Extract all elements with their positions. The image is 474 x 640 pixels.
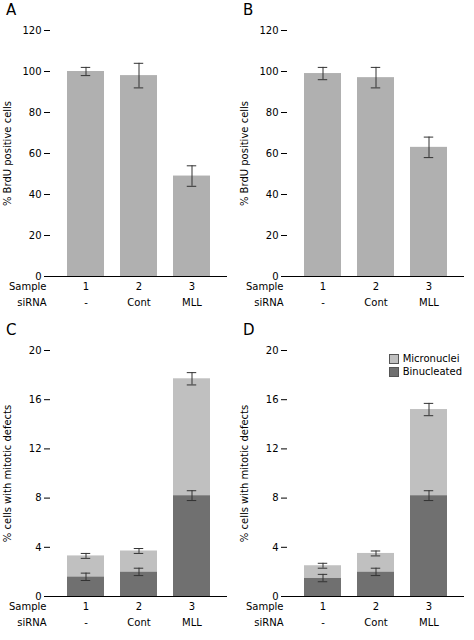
svg-text:120: 120 <box>259 25 278 36</box>
svg-text:3: 3 <box>189 601 195 612</box>
svg-text:60: 60 <box>29 148 42 159</box>
svg-text:MLL: MLL <box>419 617 439 628</box>
html-text:Binucleated: Binucleated <box>402 366 462 377</box>
svg-text:100: 100 <box>259 66 278 77</box>
svg-text:16: 16 <box>266 394 279 405</box>
svg-text:% cells with mitotic defects: % cells with mitotic defects <box>239 405 250 542</box>
svg-text:16: 16 <box>29 394 42 405</box>
svg-text:4: 4 <box>35 542 41 553</box>
svg-text:MLL: MLL <box>419 297 439 308</box>
svg-text:% BrdU positive cells: % BrdU positive cells <box>2 101 13 206</box>
svg-text:120: 120 <box>22 25 41 36</box>
html-text:C: C <box>6 321 17 339</box>
svg-text:2: 2 <box>373 601 379 612</box>
svg-text:MLL: MLL <box>182 617 202 628</box>
svg-text:siRNA: siRNA <box>254 297 283 308</box>
svg-text:-: - <box>321 297 325 308</box>
svg-text:1: 1 <box>320 601 326 612</box>
svg-text:Sample: Sample <box>9 601 47 612</box>
svg-text:Sample: Sample <box>9 281 47 292</box>
svg-text:80: 80 <box>266 107 279 118</box>
html-text:A: A <box>6 1 17 19</box>
svg-text:12: 12 <box>266 443 279 454</box>
html-text:Micronuclei: Micronuclei <box>402 353 460 364</box>
svg-text:3: 3 <box>426 601 432 612</box>
svg-text:0: 0 <box>35 590 42 602</box>
svg-text:Sample: Sample <box>246 281 284 292</box>
svg-text:Cont: Cont <box>364 617 387 628</box>
svg-text:2: 2 <box>373 281 379 292</box>
svg-text:Cont: Cont <box>127 297 150 308</box>
svg-text:1: 1 <box>83 601 89 612</box>
html-text:D: D <box>243 321 255 339</box>
svg-text:20: 20 <box>29 230 42 241</box>
svg-text:3: 3 <box>189 281 195 292</box>
svg-text:-: - <box>321 617 325 628</box>
svg-text:20: 20 <box>266 230 279 241</box>
svg-text:3: 3 <box>426 281 432 292</box>
svg-text:MLL: MLL <box>182 297 202 308</box>
svg-text:% cells with mitotic defects: % cells with mitotic defects <box>2 405 13 542</box>
html-text:B: B <box>243 1 254 19</box>
svg-text:siRNA: siRNA <box>17 617 46 628</box>
svg-text:1: 1 <box>320 281 326 292</box>
svg-text:0: 0 <box>35 270 42 282</box>
svg-text:Sample: Sample <box>246 601 284 612</box>
svg-text:8: 8 <box>272 492 278 503</box>
svg-text:80: 80 <box>29 107 42 118</box>
svg-text:1: 1 <box>83 281 89 292</box>
svg-text:100: 100 <box>22 66 41 77</box>
svg-text:siRNA: siRNA <box>17 297 46 308</box>
svg-text:siRNA: siRNA <box>254 617 283 628</box>
svg-text:12: 12 <box>29 443 42 454</box>
svg-text:% BrdU positive cells: % BrdU positive cells <box>239 101 250 206</box>
svg-text:Cont: Cont <box>127 617 150 628</box>
svg-text:20: 20 <box>266 345 279 356</box>
svg-text:20: 20 <box>29 345 42 356</box>
svg-text:2: 2 <box>136 601 142 612</box>
svg-text:0: 0 <box>272 270 279 282</box>
svg-text:8: 8 <box>35 492 41 503</box>
svg-text:-: - <box>84 297 88 308</box>
svg-text:0: 0 <box>272 590 279 602</box>
svg-text:Cont: Cont <box>364 297 387 308</box>
svg-text:40: 40 <box>266 189 279 200</box>
svg-text:40: 40 <box>29 189 42 200</box>
svg-text:2: 2 <box>136 281 142 292</box>
svg-text:60: 60 <box>266 148 279 159</box>
svg-text:4: 4 <box>272 542 278 553</box>
svg-text:-: - <box>84 617 88 628</box>
